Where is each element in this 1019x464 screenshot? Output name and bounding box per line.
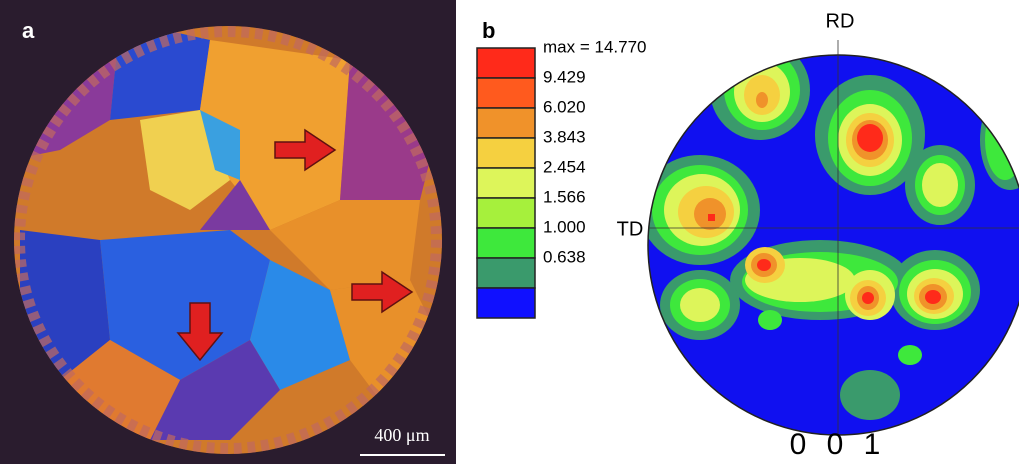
legend-label: 1.566: [543, 187, 586, 206]
scale-bar-label: 400 μm: [374, 425, 429, 445]
legend-label: max = 14.770: [543, 37, 647, 56]
legend-label: 6.020: [543, 97, 586, 116]
figure: a 400 μm b max = 14.770 9.429 6.020 3.843 2.…: [0, 0, 1019, 464]
pole-figure: [640, 40, 1019, 435]
plane-label: 0 0 1: [790, 428, 887, 461]
axis-label: TD: [617, 218, 644, 240]
legend-swatches: [477, 48, 535, 318]
legend-label: 3.843: [543, 127, 586, 146]
panel-label: b: [482, 18, 495, 43]
axis-label: RD: [826, 10, 855, 32]
legend-label: 2.454: [543, 157, 586, 176]
legend-label: 9.429: [543, 67, 586, 86]
legend-label: 0.638: [543, 247, 586, 266]
legend-label: 1.000: [543, 217, 586, 236]
panel-label: a: [22, 18, 35, 43]
